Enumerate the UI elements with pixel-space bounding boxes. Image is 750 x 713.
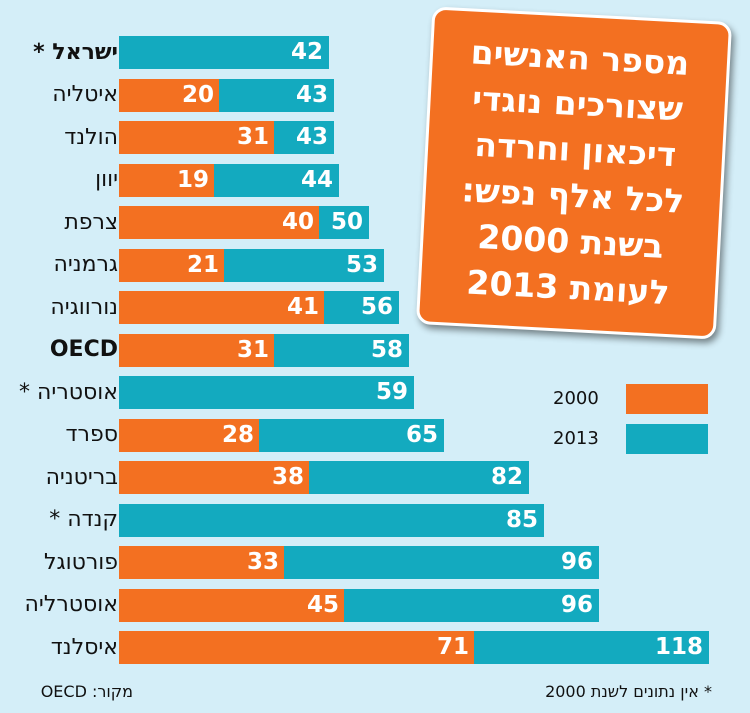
category-label: ספרד xyxy=(65,422,118,447)
bar-2013 xyxy=(119,376,414,409)
legend-swatch-2013 xyxy=(626,424,708,454)
bar-value-2013: 43 xyxy=(295,124,328,150)
bar-2000 xyxy=(119,333,274,367)
bar-2013 xyxy=(119,503,544,537)
category-label: צרפת xyxy=(64,209,118,235)
bar-value-2000: 45 xyxy=(306,591,339,618)
bar-value-2013: 96 xyxy=(560,591,593,618)
category-label: נורווגיה xyxy=(50,294,118,320)
legend-swatch-2000 xyxy=(626,384,708,414)
bar-value-2013: 42 xyxy=(290,39,323,65)
category-label: איטליה xyxy=(52,82,118,107)
category-label: בריטניה xyxy=(45,464,118,490)
category-label: אוסטריה * xyxy=(19,379,118,405)
bar-value-2013: 56 xyxy=(360,294,393,320)
bar-2000 xyxy=(119,631,474,664)
bar-2000 xyxy=(119,248,224,282)
bar-value-2000: 40 xyxy=(281,209,314,235)
bar-value-2000: 28 xyxy=(221,421,254,448)
bar-2000 xyxy=(119,163,214,197)
bar-value-2013: 118 xyxy=(654,634,703,660)
bar-2000 xyxy=(119,546,284,579)
bar-value-2000: 31 xyxy=(236,336,269,363)
legend-label-2013: 2013 xyxy=(553,428,599,449)
category-label: OECD xyxy=(49,337,118,362)
bar-value-2000: 31 xyxy=(236,124,269,150)
bar-value-2000: 33 xyxy=(246,549,279,575)
category-label: גרמניה xyxy=(53,252,118,277)
bar-2000 xyxy=(119,588,344,622)
category-label: פורטוגל xyxy=(44,549,118,575)
chart-title: מספר האנשים שצורכים נוגדי דיכאון וחרדה ל… xyxy=(460,32,691,313)
bar-2000 xyxy=(119,78,219,112)
category-label: איסלנד xyxy=(50,634,118,660)
bar-2013 xyxy=(119,36,329,69)
bar-2000 xyxy=(119,291,324,324)
bar-2000 xyxy=(119,206,319,239)
bar-value-2000: 38 xyxy=(271,464,304,490)
footnote-no-data: * אין נתונים לשנת 2000 xyxy=(545,682,712,701)
bar-value-2013: 65 xyxy=(405,421,438,448)
category-label: קנדה * xyxy=(49,507,118,532)
bar-value-2013: 82 xyxy=(490,464,523,490)
category-label: הולנד xyxy=(64,124,118,150)
bar-2000 xyxy=(119,121,274,154)
legend-label-2000: 2000 xyxy=(553,388,599,409)
bar-value-2000: 71 xyxy=(436,634,469,660)
bar-value-2013: 96 xyxy=(560,549,593,575)
category-label: ישראל * xyxy=(33,39,118,65)
bar-value-2013: 44 xyxy=(300,166,333,193)
category-label: יוון xyxy=(95,167,118,192)
bar-value-2000: 21 xyxy=(186,251,219,278)
bar-2000 xyxy=(119,461,309,494)
chart-title-box: מספר האנשים שצורכים נוגדי דיכאון וחרדה ל… xyxy=(415,6,733,340)
bar-value-2013: 50 xyxy=(330,209,363,235)
bar-value-2013: 53 xyxy=(345,251,378,278)
bar-value-2000: 20 xyxy=(181,81,214,108)
bar-value-2013: 85 xyxy=(505,506,538,533)
bar-value-2000: 41 xyxy=(286,294,319,320)
source-note: מקור: OECD xyxy=(40,682,133,701)
bar-value-2013: 43 xyxy=(295,81,328,108)
bar-value-2013: 59 xyxy=(375,379,408,405)
bar-2000 xyxy=(119,418,259,452)
bar-value-2000: 19 xyxy=(176,166,209,193)
bar-value-2013: 58 xyxy=(370,336,403,363)
category-label: אוסטרליה xyxy=(24,592,118,617)
